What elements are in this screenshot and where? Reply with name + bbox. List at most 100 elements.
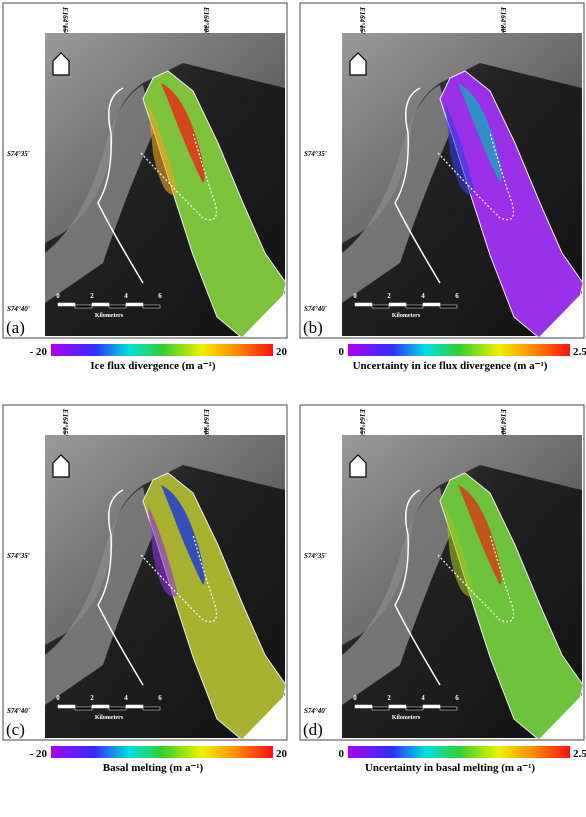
scale-unit: Kilometers: [95, 715, 124, 721]
coastline: [97, 87, 144, 284]
scale-segment: [125, 704, 144, 709]
north-arrow: [349, 52, 367, 76]
map-panel: E164°15' E164°30' S74°35' S74°40' 0 2 4 6 Kilome…: [299, 404, 586, 774]
scale-segment: [388, 704, 407, 709]
colorbar-max: 20: [276, 748, 288, 760]
colorbar-caption: Uncertainty in basal melting (m a⁻¹): [365, 762, 535, 774]
colorbar-caption: Ice flux divergence (m a⁻¹): [90, 360, 216, 372]
colorbar-caption: Basal melting (m a⁻¹): [103, 762, 204, 774]
colorbar-min: 0: [339, 748, 345, 760]
scale-segment: [91, 704, 110, 709]
scale-label: 4: [124, 694, 128, 702]
colorbar-max: 2.5: [573, 346, 586, 358]
scale-segment: [354, 704, 373, 709]
scale-label: 6: [158, 292, 162, 300]
colorbar-min: - 20: [30, 748, 48, 760]
land: [45, 33, 285, 243]
scale-label: 0: [56, 694, 60, 702]
scale-label: 0: [353, 292, 357, 300]
grounding-line: [140, 132, 218, 221]
colorbar: [348, 746, 570, 758]
scale-segment: [125, 302, 144, 307]
grounding-line: [437, 132, 515, 221]
scale-label: 2: [387, 292, 391, 300]
latitude-label: S74°35': [304, 552, 327, 560]
scale-label: 6: [158, 694, 162, 702]
panel-label: (c): [6, 720, 25, 739]
corner-mask: [243, 695, 285, 738]
scale-label: 0: [56, 292, 60, 300]
map-panel: E164°15' E164°30' S74°35' S74°40' 0 2 4 6 Kilome…: [2, 404, 288, 774]
scale-label: 4: [421, 694, 425, 702]
latitude-label: S74°35': [7, 552, 30, 560]
latitude-label: S74°40': [304, 305, 327, 313]
panel-label: (b): [303, 318, 323, 337]
scale-segment: [439, 706, 458, 711]
land: [342, 435, 582, 645]
scale-label: 6: [455, 292, 459, 300]
panel-label-box: [4, 717, 44, 739]
grounding-line: [437, 534, 515, 623]
scale-segment: [422, 704, 441, 709]
coastline: [394, 489, 441, 686]
latitude-label: S74°35': [7, 150, 30, 158]
north-arrow: [52, 454, 70, 478]
corner-mask: [540, 695, 582, 738]
scale-segment: [91, 302, 110, 307]
panel-label-box: [301, 315, 341, 337]
scale-segment: [108, 706, 127, 711]
scale-segment: [74, 304, 93, 309]
scale-segment: [422, 302, 441, 307]
colorbar: [348, 344, 570, 356]
colorbar: [51, 344, 273, 356]
coastline: [97, 489, 144, 686]
grounding-line: [140, 534, 218, 623]
longitude-label: E164°15': [61, 6, 69, 34]
longitude-label: E164°15': [358, 6, 366, 34]
scale-segment: [354, 302, 373, 307]
colorbar-caption: Uncertainty in ice flux divergence (m a⁻…: [353, 360, 548, 372]
scale-label: 2: [90, 292, 94, 300]
colorbar-min: - 20: [30, 346, 48, 358]
longitude-label: E164°15': [61, 408, 69, 436]
longitude-label: E164°30': [202, 408, 210, 436]
land: [45, 85, 153, 303]
scale-label: 2: [387, 694, 391, 702]
scale-segment: [388, 302, 407, 307]
scale-unit: Kilometers: [392, 313, 421, 319]
panel-label-box: [301, 717, 341, 739]
scale-label: 4: [421, 292, 425, 300]
scale-segment: [371, 304, 390, 309]
coastline: [394, 87, 441, 284]
colorbar: [51, 746, 273, 758]
streak: [161, 83, 205, 183]
land: [342, 487, 450, 705]
land: [342, 33, 582, 243]
colorbar-max: 2.5: [573, 748, 586, 760]
land: [45, 435, 285, 645]
scale-unit: Kilometers: [392, 715, 421, 721]
land: [342, 85, 450, 303]
scale-label: 2: [90, 694, 94, 702]
latitude-label: S74°40': [7, 707, 30, 715]
streak: [161, 485, 205, 585]
streak: [148, 103, 178, 195]
scale-segment: [371, 706, 390, 711]
streak: [445, 103, 475, 195]
north-arrow: [349, 454, 367, 478]
land: [45, 487, 153, 705]
scale-segment: [405, 706, 424, 711]
north-arrow: [52, 52, 70, 76]
streak: [445, 505, 475, 597]
scale-segment: [142, 706, 161, 711]
colorbar-max: 20: [276, 346, 288, 358]
streak: [458, 83, 502, 183]
latitude-label: S74°40': [7, 305, 30, 313]
longitude-label: E164°15': [358, 408, 366, 436]
streak: [458, 485, 502, 585]
latitude-label: S74°40': [304, 707, 327, 715]
map-panel: E164°15' E164°30' S74°35' S74°40' 0 2 4 6 Kilome…: [299, 2, 586, 372]
longitude-label: E164°30': [499, 408, 507, 436]
longitude-label: E164°30': [499, 6, 507, 34]
